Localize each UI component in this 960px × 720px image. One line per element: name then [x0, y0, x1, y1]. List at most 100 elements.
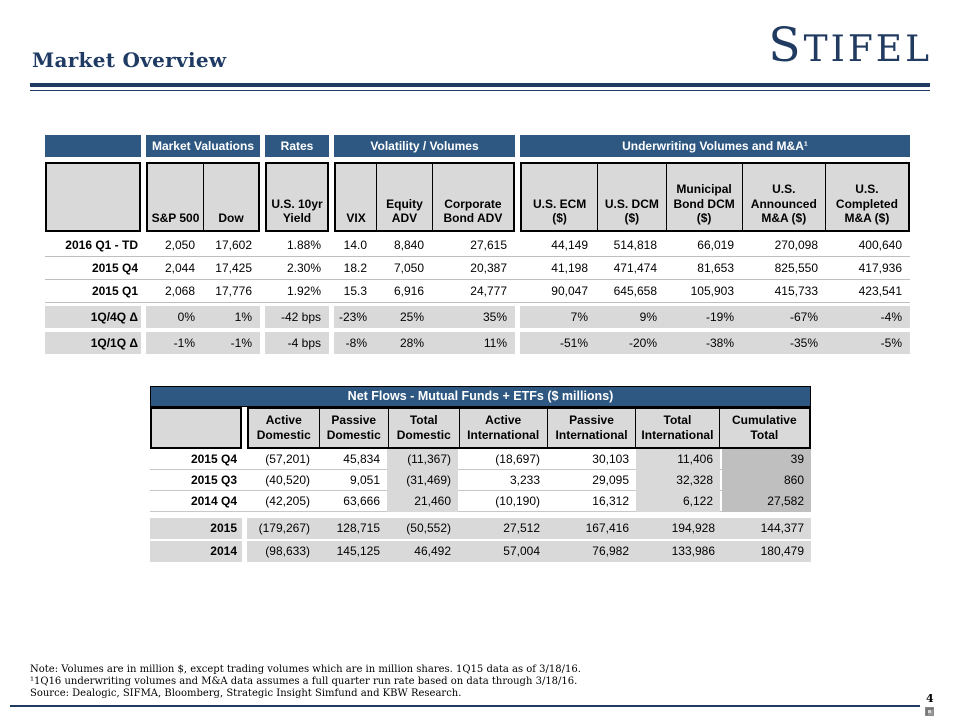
- column-header: VIX: [346, 211, 366, 226]
- footer-placeholder-icon: [925, 707, 934, 716]
- table-cell: 20,387: [470, 261, 507, 275]
- footnote-line: ¹1Q16 underwriting volumes and M&A data …: [30, 676, 578, 688]
- column-header-group: U.S. 10yr Yield: [265, 162, 329, 232]
- table-cell: 133,986: [671, 544, 715, 558]
- footnote-line: Note: Volumes are in million $, except t…: [30, 664, 581, 675]
- table-cell: 17,602: [215, 238, 252, 252]
- table-cell: 6,122: [636, 491, 720, 512]
- table-cell: -8%: [345, 336, 367, 350]
- market-table: Market Valuations Rates Volatility / Vol…: [45, 135, 910, 354]
- table-cell: -1%: [173, 336, 195, 350]
- title-underline-thin: [30, 90, 930, 91]
- column-header: Active International: [458, 409, 547, 447]
- column-header: Passive Domestic: [318, 409, 389, 447]
- column-header: U.S. 10yr Yield: [271, 196, 323, 226]
- table-cell: 400,640: [858, 238, 902, 252]
- row-label: 2015 Q4: [91, 261, 138, 275]
- table-cell: 17,776: [215, 284, 252, 298]
- net-flows-title: Net Flows - Mutual Funds + ETFs ($ milli…: [150, 386, 811, 407]
- table-cell: 76,982: [592, 544, 629, 558]
- delta-block: -4 bps: [265, 332, 329, 354]
- table-cell: (50,552): [406, 521, 451, 535]
- table-cell: 825,550: [774, 261, 818, 275]
- delta-block: -8% 28% 11%: [334, 332, 515, 354]
- row-label: 2015 Q4: [190, 452, 237, 466]
- table-row: 2015 Q3 (40,520) 9,051 (31,469) 3,233 29…: [150, 470, 811, 491]
- column-header-blank: [150, 407, 242, 449]
- table-cell: -67%: [789, 310, 818, 324]
- column-header: Municipal Bond DCM ($): [665, 164, 742, 230]
- table-cell: 81,653: [697, 261, 734, 275]
- table-cell: 90,047: [551, 284, 588, 298]
- table-cell: (42,205): [265, 494, 310, 508]
- group-header-row: Market Valuations Rates Volatility / Vol…: [45, 135, 910, 157]
- table-cell: (179,267): [258, 521, 310, 535]
- table-cell: 144,377: [760, 521, 804, 535]
- column-header-group: Active Domestic Passive Domestic Total D…: [247, 407, 811, 449]
- table-cell: 41,198: [551, 261, 588, 275]
- row-label: 1Q/1Q Δ: [45, 332, 141, 354]
- table-cell: 9,051: [349, 473, 380, 487]
- column-header: Dow: [203, 164, 258, 230]
- table-row: 2015 (179,267) 128,715 (50,552) 27,512 1…: [150, 518, 811, 539]
- column-header-group: S&P 500 Dow: [146, 162, 260, 232]
- page-number: 4: [926, 692, 934, 705]
- table-cell: 9%: [639, 310, 657, 324]
- stifel-logo: S TIFEL: [768, 22, 932, 69]
- table-row: 2014 (98,633) 145,125 46,492 57,004 76,9…: [150, 541, 811, 562]
- table-cell: 45,834: [343, 452, 380, 466]
- row-label: 2015 Q3: [190, 473, 237, 487]
- table-cell: 6,916: [393, 284, 424, 298]
- table-cell: 645,658: [613, 284, 657, 298]
- column-header: Passive International: [546, 409, 635, 447]
- delta-block: 7% 9% -19% -67% -4%: [520, 306, 910, 328]
- column-header: U.S. DCM ($): [597, 164, 665, 230]
- delta-block: -23% 25% 35%: [334, 306, 515, 328]
- table-cell: 8,840: [393, 238, 424, 252]
- footnotes: Note: Volumes are in million $, except t…: [30, 664, 581, 701]
- column-header: S&P 500: [151, 211, 200, 226]
- table-cell: 46,492: [414, 544, 451, 558]
- table-cell: -35%: [789, 336, 818, 350]
- group-header-valuations: Market Valuations: [146, 135, 260, 157]
- delta-block: -51% -20% -38% -35% -5%: [520, 332, 910, 354]
- bottom-rule: [10, 705, 920, 707]
- table-cell: (40,520): [265, 473, 310, 487]
- row-label: 2014: [150, 541, 242, 562]
- table-row: 2015 Q4 2,044 17,425 2.30% 18.2 7,050 20…: [45, 257, 910, 280]
- column-header: Corporate Bond ADV: [431, 164, 513, 230]
- row-label: 2015: [150, 518, 242, 539]
- delta-row: 1Q/1Q Δ -1% -1% -4 bps -8% 28% 11% -51% …: [45, 332, 910, 354]
- column-header-group: VIX Equity ADV Corporate Bond ADV: [334, 162, 515, 232]
- row-label: 2015 Q1: [91, 284, 138, 298]
- table-row: 2014 Q4 (42,205) 63,666 21,460 (10,190) …: [150, 491, 811, 512]
- table-cell: 180,479: [760, 544, 804, 558]
- table-cell: 14.0: [343, 238, 367, 252]
- table-cell: 57,004: [503, 544, 540, 558]
- table-cell: -19%: [705, 310, 734, 324]
- column-header: Total Domestic: [388, 409, 459, 447]
- table-cell: 167,416: [585, 521, 629, 535]
- table-cell: 1%: [234, 310, 252, 324]
- group-header-volatility: Volatility / Volumes: [334, 135, 515, 157]
- table-cell: -4 bps: [287, 336, 321, 350]
- table-cell: 21,460: [387, 491, 458, 512]
- row-label: 1Q/4Q Δ: [45, 306, 141, 328]
- year-block: (179,267) 128,715 (50,552) 27,512 167,41…: [247, 518, 811, 539]
- table-cell: 1.88%: [286, 238, 321, 252]
- table-cell: 471,474: [613, 261, 657, 275]
- table-cell: -42 bps: [280, 310, 321, 324]
- table-cell: 27,582: [722, 491, 811, 512]
- column-header: Equity ADV: [376, 164, 432, 230]
- table-cell: 28%: [399, 336, 424, 350]
- delta-block: 0% 1%: [146, 306, 260, 328]
- column-header: U.S. Completed M&A ($): [824, 164, 908, 230]
- group-header-blank: [45, 135, 141, 157]
- table-cell: 29,095: [592, 473, 629, 487]
- table-cell: 1.92%: [286, 284, 321, 298]
- table-cell: -51%: [559, 336, 588, 350]
- table-cell: 105,903: [690, 284, 734, 298]
- table-cell: 16,312: [592, 494, 629, 508]
- footnote-line: Source: Dealogic, SIFMA, Bloomberg, Stra…: [30, 688, 462, 700]
- delta-block: -1% -1%: [146, 332, 260, 354]
